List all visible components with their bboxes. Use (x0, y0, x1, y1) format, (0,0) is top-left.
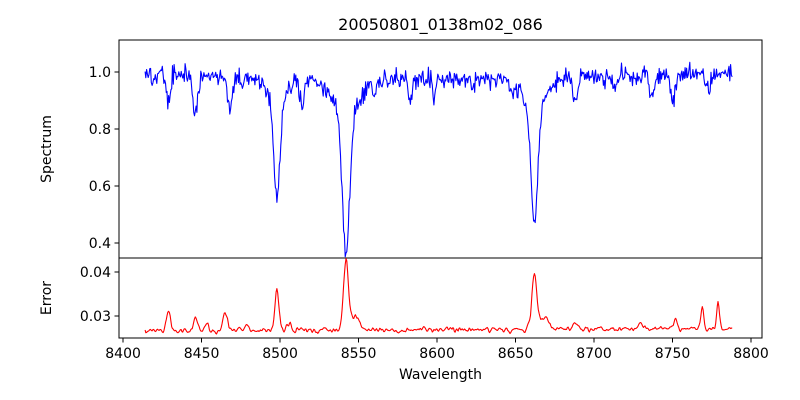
y-tick-label: 1.0 (89, 65, 111, 81)
spectrum-y-axis-label: Spectrum (39, 115, 55, 183)
x-tick-label: 8550 (341, 346, 377, 362)
y-tick-label: 0.6 (89, 179, 111, 195)
x-tick-label: 8400 (105, 346, 141, 362)
y-tick-label: 0.8 (89, 122, 111, 138)
x-tick-label: 8700 (576, 346, 612, 362)
x-tick-label: 8450 (184, 346, 220, 362)
wavelength-axis-label: Wavelength (398, 367, 483, 383)
plot-title: 20050801_0138m02_086 (338, 15, 543, 34)
y-tick-label: 0.4 (89, 236, 111, 252)
panel-border-error (118, 257, 763, 339)
x-tick-label: 8500 (262, 346, 298, 362)
spectrum-line (144, 61, 733, 258)
x-tick-label: 8800 (733, 346, 769, 362)
y-tick-label: 0.04 (80, 265, 111, 281)
y-tick-label: 0.03 (80, 309, 111, 325)
error-y-axis-label: Error (39, 280, 55, 316)
x-tick-label: 8650 (498, 346, 534, 362)
x-tick-label: 8750 (655, 346, 691, 362)
x-tick-label: 8600 (419, 346, 455, 362)
error-line (144, 258, 733, 335)
